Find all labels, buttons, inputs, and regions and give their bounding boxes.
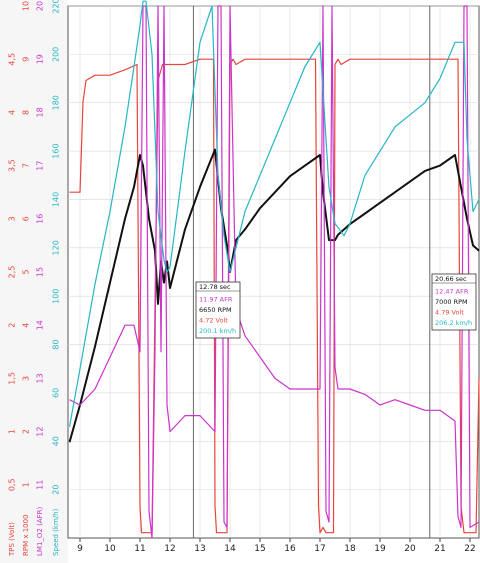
x-tick-label: 12 bbox=[164, 544, 175, 554]
tooltip-rpm: 7000 RPM bbox=[435, 298, 468, 306]
series-tps bbox=[69, 58, 480, 534]
y-tick-label: 8 bbox=[22, 110, 31, 115]
y-tick-label: 120 bbox=[52, 240, 61, 255]
y-tick-label: 1 bbox=[8, 429, 17, 434]
tooltip-1: 12.78 sec 11.97 AFR 6650 RPM 4.72 Volt 200.1… bbox=[195, 281, 241, 339]
y-tick-label: 10 bbox=[22, 1, 31, 11]
tooltip-afr: 11.97 AFR bbox=[199, 296, 233, 304]
y-tick-label: 140 bbox=[52, 192, 61, 207]
y-tick-label: 200 bbox=[52, 47, 61, 62]
x-tick-label: 18 bbox=[344, 544, 356, 554]
x-tick-label: 9 bbox=[77, 544, 83, 554]
y-axis-title: Speed (km/h) bbox=[52, 508, 60, 556]
x-tick-label: 15 bbox=[254, 544, 265, 554]
x-tick-label: 21 bbox=[434, 544, 445, 554]
tooltip-speed: 206.2 km/h bbox=[435, 319, 472, 327]
tooltip-box bbox=[431, 273, 477, 331]
plot-frame bbox=[67, 5, 480, 539]
x-tick-label: 17 bbox=[314, 544, 325, 554]
y-tick-label: 180 bbox=[52, 95, 61, 110]
y-tick-label: 9 bbox=[22, 57, 31, 62]
series-rpm bbox=[68, 148, 480, 443]
x-tick-label: 13 bbox=[194, 544, 205, 554]
series-group bbox=[68, 0, 480, 539]
tooltip-time: 20.66 sec bbox=[435, 275, 467, 283]
y-tick-label: 80 bbox=[52, 339, 61, 349]
x-tick-label: 14 bbox=[224, 544, 236, 554]
y-tick-label: 18 bbox=[36, 107, 45, 117]
y-tick-label: 12 bbox=[36, 427, 45, 437]
x-tick-label: 20 bbox=[404, 544, 416, 554]
y-tick-label: 220 bbox=[52, 0, 61, 14]
y-tick-label: 11 bbox=[36, 480, 45, 490]
x-tick-label: 19 bbox=[374, 544, 386, 554]
tooltip-2: 20.66 sec 12.47 AFR 7000 RPM 4.79 Volt 206.2… bbox=[431, 273, 477, 331]
y-tick-label: 4,5 bbox=[8, 53, 17, 66]
tooltip-box bbox=[195, 281, 241, 339]
tooltip-rpm: 6650 RPM bbox=[199, 306, 232, 314]
y-tick-label: 14 bbox=[36, 320, 45, 330]
y-tick-label: 1 bbox=[22, 482, 31, 487]
y-tick-label: 2 bbox=[8, 323, 17, 328]
tooltips: 12.78 sec 11.97 AFR 6650 RPM 4.72 Volt 200.1… bbox=[195, 273, 477, 339]
tooltip-speed: 200.1 km/h bbox=[199, 327, 236, 335]
tooltip-volt: 4.72 Volt bbox=[199, 317, 228, 325]
y-tick-label: 1,5 bbox=[8, 372, 17, 385]
series-lm1-o2 bbox=[69, 5, 480, 539]
y-axis-title: RPM x 1000 bbox=[22, 514, 30, 556]
x-tick-label: 16 bbox=[284, 544, 296, 554]
series-speed bbox=[68, 0, 480, 427]
y-tick-label: 2 bbox=[22, 429, 31, 434]
y-tick-label: 17 bbox=[36, 161, 45, 171]
y-tick-label: 160 bbox=[52, 143, 61, 158]
y-tick-label: 20 bbox=[52, 485, 61, 495]
y-axis-title: LM1_O2 (AFR) bbox=[36, 507, 44, 556]
x-tick-label: 11 bbox=[134, 544, 145, 554]
y-tick-label: 2,5 bbox=[8, 266, 17, 279]
y-tick-label: 13 bbox=[36, 373, 45, 383]
y-tick-label: 3 bbox=[22, 376, 31, 381]
plot-area bbox=[67, 5, 480, 539]
grid bbox=[68, 5, 479, 538]
y-tick-label: 3 bbox=[8, 216, 17, 221]
y-tick-label: 5 bbox=[22, 269, 31, 274]
x-tick-label: 10 bbox=[104, 544, 116, 554]
y-tick-label: 4 bbox=[8, 110, 17, 115]
x-tick-label: 22 bbox=[464, 544, 475, 554]
y-tick-label: 15 bbox=[36, 267, 45, 277]
y-tick-label: 6 bbox=[22, 216, 31, 221]
y-tick-label: 4 bbox=[22, 323, 31, 328]
y-tick-label: 100 bbox=[52, 289, 61, 304]
y-tick-label: 0,5 bbox=[8, 478, 17, 491]
axis-panel-bg bbox=[0, 0, 68, 563]
y-tick-label: 7 bbox=[22, 163, 31, 168]
tooltip-volt: 4.79 Volt bbox=[435, 309, 464, 317]
y-tick-label: 19 bbox=[36, 54, 45, 64]
y-axis-panel bbox=[0, 0, 68, 563]
y-tick-label: 40 bbox=[52, 436, 61, 446]
y-tick-label: 60 bbox=[52, 388, 61, 398]
y-tick-label: 20 bbox=[36, 1, 45, 11]
tooltip-time: 12.78 sec bbox=[199, 283, 231, 291]
tooltip-afr: 12.47 AFR bbox=[435, 288, 469, 296]
y-axis-title: TPS (Volt) bbox=[8, 522, 16, 557]
y-tick-label: 16 bbox=[36, 214, 45, 224]
y-tick-label: 3,5 bbox=[8, 159, 17, 172]
x-axis: 9 10 11 12 13 14 15 16 17 18 19 20 21 22 bbox=[77, 538, 476, 554]
